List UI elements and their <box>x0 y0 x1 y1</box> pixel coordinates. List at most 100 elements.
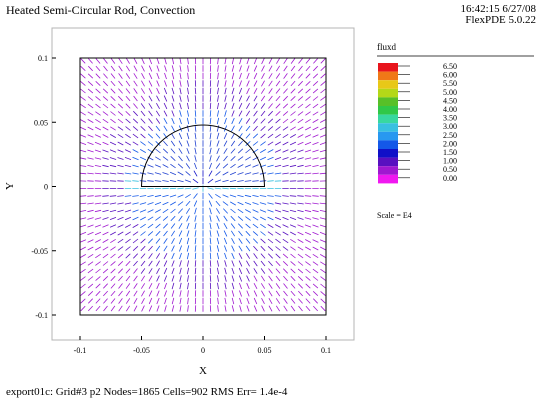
flux-arrow <box>170 230 176 237</box>
flux-arrow <box>312 81 319 86</box>
flux-arrow <box>132 224 139 228</box>
flux-arrow <box>87 157 94 160</box>
flux-arrow <box>102 111 109 116</box>
flux-arrow <box>118 73 123 79</box>
flux-arrow <box>268 275 273 282</box>
flux-arrow <box>110 96 116 101</box>
flux-arrow <box>94 141 102 146</box>
flux-arrow <box>246 268 250 274</box>
flux-arrow <box>244 202 252 205</box>
flux-arrow <box>186 245 190 252</box>
flux-arrow <box>80 81 86 86</box>
legend-level: 4.50 <box>443 96 457 105</box>
flux-arrow <box>102 103 109 109</box>
flux-arrow <box>283 298 288 304</box>
rod-semicircle <box>140 124 266 187</box>
flux-arrow <box>147 133 154 139</box>
flux-arrow <box>276 58 280 64</box>
flux-arrow <box>319 142 327 145</box>
flux-arrow <box>178 125 183 132</box>
x-axis-label: X <box>199 365 207 377</box>
flux-arrow <box>156 290 160 297</box>
x-tick-label: 0 <box>201 346 205 355</box>
flux-arrow <box>156 72 160 80</box>
flux-arrow <box>215 208 221 214</box>
flux-arrow <box>171 80 175 87</box>
flux-arrow <box>282 141 289 146</box>
flux-arrow <box>141 290 145 297</box>
flux-arrow <box>88 65 93 72</box>
flux-arrow <box>103 58 108 64</box>
flux-arrow <box>246 275 250 282</box>
flux-arrow <box>312 283 319 289</box>
flux-arrow <box>117 216 124 221</box>
flux-arrow <box>268 290 273 297</box>
flux-arrow <box>163 125 168 132</box>
flux-arrow <box>312 217 319 220</box>
flux-arrow <box>320 261 326 266</box>
flux-arrow <box>140 149 146 153</box>
flux-arrow <box>110 283 116 289</box>
flux-arrow <box>290 126 296 131</box>
flux-arrow <box>320 119 326 123</box>
flux-arrow <box>117 118 124 124</box>
flux-arrow <box>133 283 138 289</box>
flux-arrow <box>274 209 282 213</box>
flux-arrow <box>245 209 251 213</box>
flux-arrow <box>282 103 289 109</box>
flux-arrow <box>179 297 182 305</box>
flux-arrow <box>194 155 197 162</box>
flux-arrow <box>148 65 153 72</box>
flux-arrow <box>124 216 132 221</box>
flux-arrow <box>246 297 250 305</box>
flux-arrow <box>177 179 184 183</box>
flux-arrow <box>147 202 154 205</box>
flux-arrow <box>187 305 189 312</box>
flux-arrow <box>208 170 213 177</box>
flux-arrow <box>139 156 147 161</box>
x-tick-label: -0.1 <box>74 346 87 355</box>
flux-arrow <box>148 297 153 305</box>
flux-arrow <box>217 290 219 297</box>
flux-arrow <box>313 298 318 304</box>
flux-arrow <box>133 103 138 109</box>
flux-arrow <box>163 140 168 147</box>
flux-arrow <box>275 231 281 236</box>
flux-arrow <box>260 223 266 229</box>
flux-arrow <box>125 224 131 228</box>
flux-arrow <box>238 238 243 244</box>
flux-arrow <box>156 80 160 87</box>
flux-arrow <box>320 254 326 258</box>
flux-arrow <box>237 216 244 221</box>
flux-arrow <box>238 110 243 117</box>
flux-arrow <box>95 103 101 109</box>
flux-arrow <box>79 165 87 167</box>
flux-arrow <box>282 246 289 251</box>
flux-arrow <box>298 283 303 289</box>
legend-level: 4.00 <box>443 105 457 114</box>
flux-arrow <box>141 65 145 72</box>
flux-arrow <box>179 290 182 297</box>
flux-arrow <box>290 290 296 297</box>
flux-arrow <box>209 162 212 170</box>
flux-arrow <box>282 209 289 213</box>
flux-arrow <box>216 132 220 140</box>
flux-arrow <box>261 305 265 312</box>
flux-arrow <box>162 164 169 168</box>
flux-arrow <box>171 125 175 132</box>
flux-arrow <box>297 217 304 220</box>
flux-arrow <box>162 180 169 182</box>
flux-arrow <box>282 216 289 221</box>
flux-arrow <box>209 222 212 230</box>
flux-arrow <box>87 283 94 289</box>
flux-arrow <box>290 275 296 282</box>
flux-arrow <box>304 195 312 197</box>
flux-arrow <box>238 260 243 267</box>
flux-arrow <box>223 223 228 229</box>
flux-arrow <box>185 193 191 199</box>
flux-arrow <box>110 118 116 124</box>
legend-swatch <box>378 71 398 81</box>
flux-arrow <box>169 194 177 198</box>
flux-arrow <box>231 72 235 80</box>
flux-arrow <box>268 283 273 289</box>
